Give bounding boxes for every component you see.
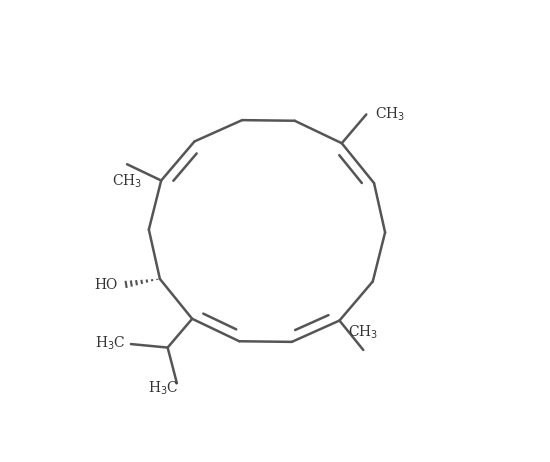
Text: CH$_3$: CH$_3$ [348,324,378,341]
Text: CH$_3$: CH$_3$ [375,106,405,123]
Text: CH$_3$: CH$_3$ [112,173,142,190]
Text: HO: HO [95,278,118,292]
Text: H$_3$C: H$_3$C [148,380,178,397]
Text: H$_3$C: H$_3$C [95,335,125,352]
